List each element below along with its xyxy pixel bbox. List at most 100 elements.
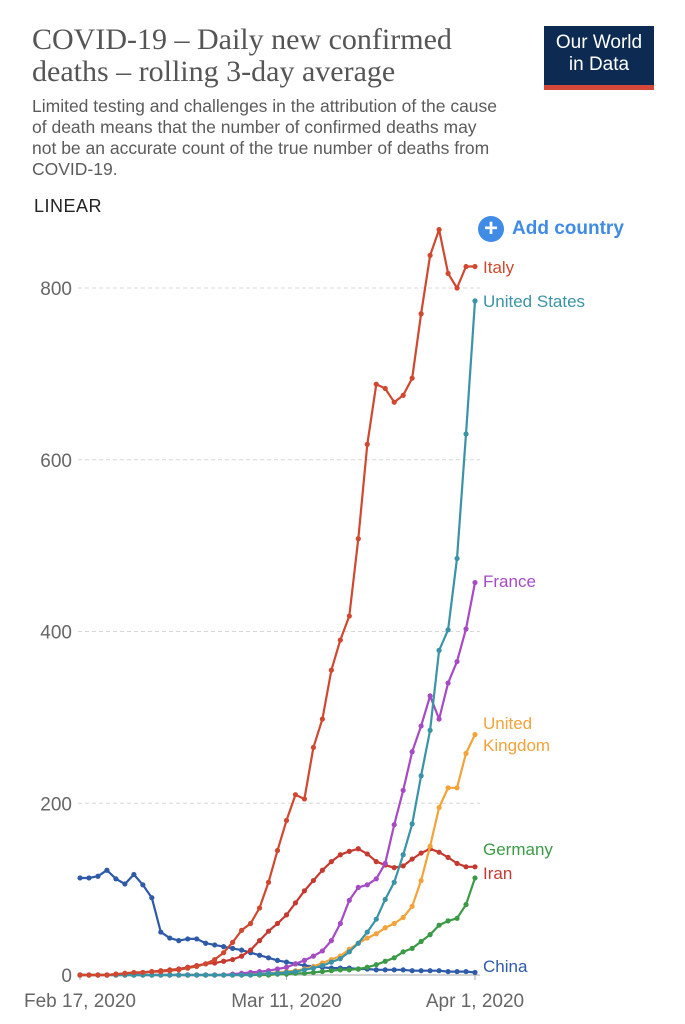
data-point-france (418, 723, 424, 729)
data-point-united-states (256, 971, 263, 977)
x-tick-label: Feb 17, 2020 (24, 991, 136, 1012)
data-point-italy (95, 972, 101, 978)
data-point-italy (301, 796, 308, 802)
data-point-iran (328, 859, 334, 865)
data-point-united-states (301, 967, 308, 973)
data-point-france (454, 658, 460, 665)
series-line-united-states (80, 300, 477, 977)
data-point-united-states (364, 929, 370, 935)
data-point-united-kingdom (364, 935, 370, 941)
y-tick-label: 400 (40, 623, 72, 644)
data-point-iran (319, 867, 325, 873)
data-point-united-states (472, 298, 478, 304)
data-point-china (113, 876, 119, 882)
data-point-iran (409, 856, 415, 862)
data-point-united-states (445, 627, 451, 633)
data-point-italy (221, 950, 227, 956)
series-line-iran (80, 847, 475, 977)
data-point-france (364, 882, 370, 888)
data-point-italy (274, 847, 281, 854)
data-point-italy (104, 972, 110, 978)
data-point-iran (256, 938, 263, 944)
legend-label-china: China (483, 957, 528, 976)
data-point-france (274, 966, 281, 972)
logo-line-2: in Data (568, 54, 630, 75)
legend-label-united-kingdom: Kingdom (483, 736, 550, 755)
data-point-italy (346, 613, 352, 619)
data-point-germany (391, 955, 397, 961)
data-point-china (230, 945, 236, 951)
legend-label-united-kingdom: United (483, 714, 532, 733)
data-point-united-states (185, 972, 191, 978)
data-point-united-states (373, 916, 379, 922)
data-point-italy (230, 939, 236, 945)
owid-logo[interactable]: Our World in Data (544, 26, 654, 90)
data-point-italy (409, 375, 415, 381)
x-tick-label: Apr 1, 2020 (426, 991, 524, 1012)
data-point-italy (454, 285, 460, 291)
data-point-united-states (418, 773, 424, 779)
data-point-italy (463, 263, 469, 270)
data-point-france (391, 822, 397, 828)
data-point-china (86, 875, 92, 881)
data-point-italy (167, 968, 173, 974)
data-point-china (77, 875, 83, 881)
data-point-germany (463, 901, 469, 908)
data-point-china (221, 944, 227, 950)
data-point-china (265, 955, 272, 961)
data-point-united-states (230, 972, 236, 978)
data-point-iran (230, 956, 236, 963)
data-point-france (463, 626, 469, 632)
data-point-united-states (283, 969, 290, 976)
data-point-italy (77, 972, 83, 978)
data-point-italy (149, 968, 155, 975)
data-point-italy (158, 968, 164, 975)
chart-subtitle: Limited testing and challenges in the at… (32, 96, 498, 179)
scale-toggle[interactable]: LINEAR (34, 196, 103, 216)
data-point-france (445, 680, 451, 686)
legend-label-france: France (483, 572, 536, 591)
data-point-iran (463, 864, 469, 870)
data-point-united-kingdom (427, 843, 433, 849)
data-point-china (149, 895, 155, 901)
data-point-italy (247, 920, 254, 927)
data-point-china (472, 969, 478, 976)
data-point-italy (194, 963, 200, 970)
data-point-united-kingdom (418, 877, 424, 884)
data-point-iran (310, 877, 317, 884)
data-point-france (337, 920, 343, 927)
data-point-italy (256, 905, 263, 911)
data-point-italy (319, 716, 325, 722)
add-country-button[interactable]: + Add country (478, 216, 624, 242)
data-point-france (283, 964, 290, 970)
data-point-china (185, 936, 191, 942)
data-point-united-kingdom (409, 903, 415, 909)
data-point-italy (113, 971, 119, 977)
data-point-iran (400, 863, 406, 869)
data-point-iran (436, 849, 442, 855)
data-point-france (427, 693, 433, 699)
data-point-united-states (409, 821, 415, 827)
data-point-united-states (391, 879, 397, 885)
data-point-china (445, 968, 451, 975)
data-point-france (328, 938, 334, 944)
data-point-china (283, 959, 290, 965)
data-point-germany (328, 968, 334, 974)
logo-accent-bar (544, 85, 654, 90)
data-point-china (203, 940, 209, 946)
data-point-germany (364, 964, 370, 970)
data-point-united-states (247, 972, 254, 978)
y-tick-label: 0 (61, 966, 72, 987)
data-point-italy (472, 263, 478, 270)
data-point-italy (382, 385, 388, 392)
data-point-france (319, 948, 325, 954)
data-point-united-states (427, 727, 433, 733)
data-point-italy (176, 967, 182, 973)
data-point-china (427, 968, 433, 974)
data-point-china (454, 968, 460, 975)
data-point-iran (391, 865, 397, 871)
chart-title: COVID-19 – Daily new confirmed deaths – … (32, 23, 452, 88)
data-point-france (400, 787, 406, 793)
data-point-italy (185, 965, 191, 971)
data-point-iran (283, 912, 290, 918)
